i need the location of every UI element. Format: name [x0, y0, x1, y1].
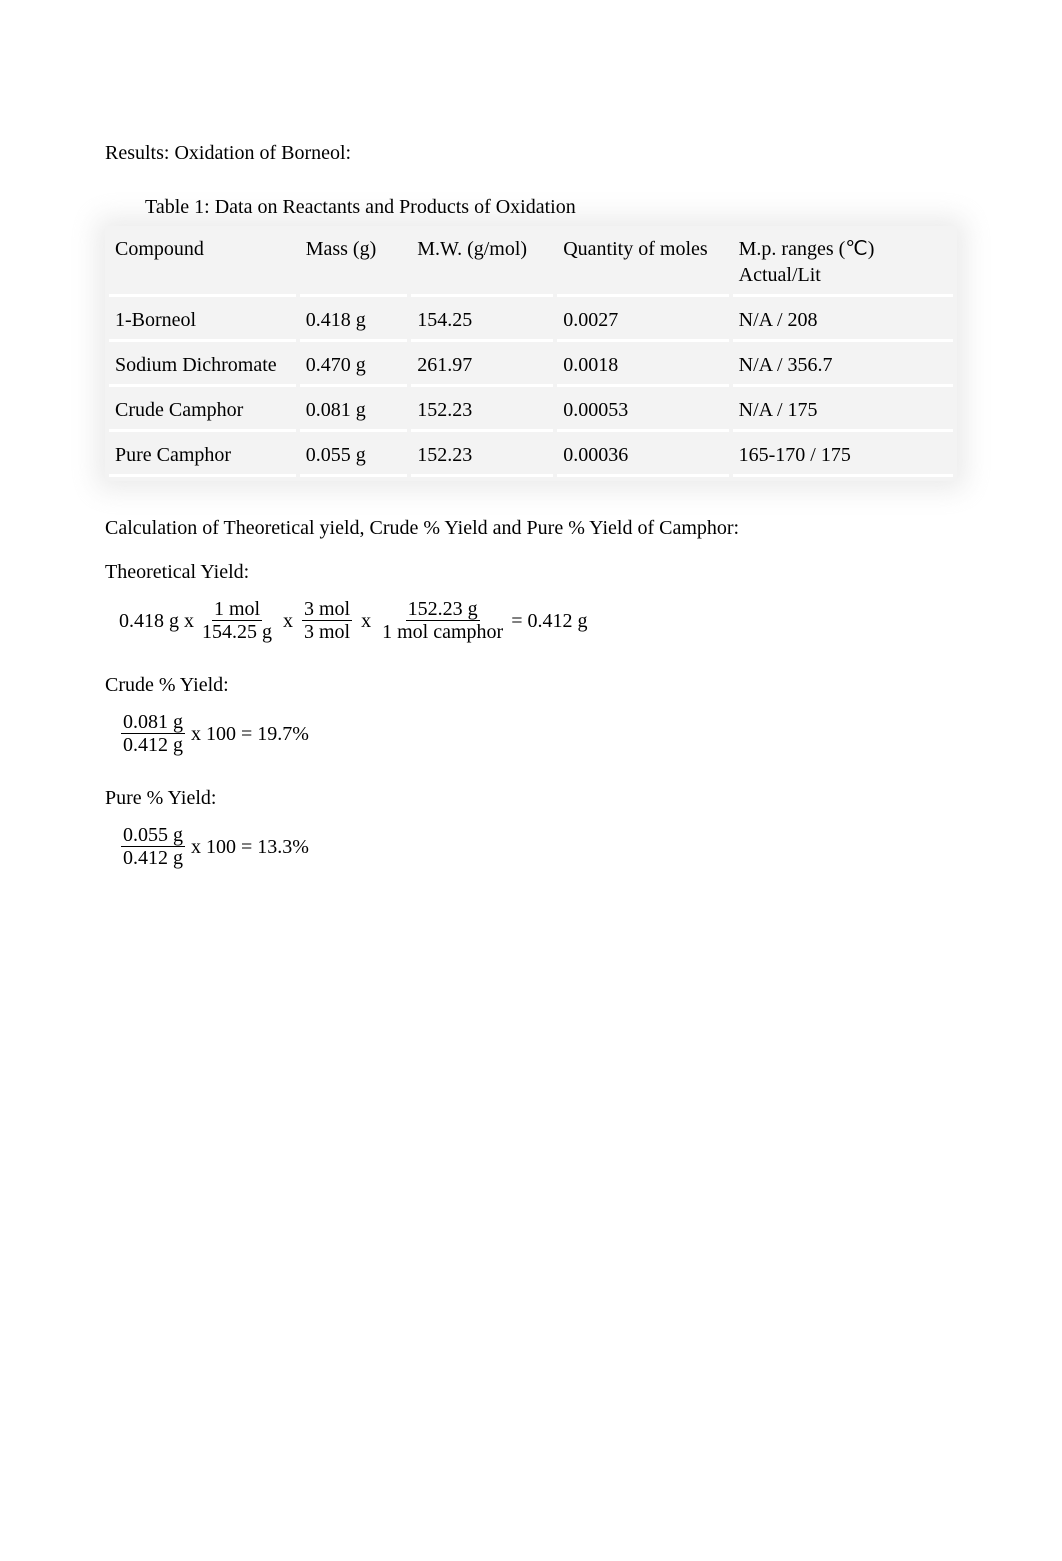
table-row: Pure Camphor 0.055 g 152.23 0.00036 165-…: [109, 436, 953, 477]
eq-tail: x 100 = 13.3%: [191, 834, 309, 860]
crude-yield-label: Crude % Yield:: [105, 672, 957, 698]
cell-qty: 0.00053: [557, 391, 728, 432]
eq-mult: x: [361, 608, 371, 634]
cell-mw: 154.25: [411, 301, 553, 342]
eq-tail: x 100 = 19.7%: [191, 721, 309, 747]
pure-yield-equation: 0.055 g 0.412 g x 100 = 13.3%: [119, 825, 957, 868]
eq-numerator: 0.055 g: [121, 825, 185, 847]
cell-qty: 0.00036: [557, 436, 728, 477]
table-header-row: Compound Mass (g) M.W. (g/mol) Quantity …: [109, 230, 953, 297]
eq-numerator: 0.081 g: [121, 712, 185, 734]
cell-mw: 261.97: [411, 346, 553, 387]
pure-yield-label: Pure % Yield:: [105, 785, 957, 811]
results-heading: Results: Oxidation of Borneol:: [105, 140, 957, 166]
eq-mult: x: [283, 608, 293, 634]
cell-mass: 0.418 g: [300, 301, 408, 342]
table-row: Crude Camphor 0.081 g 152.23 0.00053 N/A…: [109, 391, 953, 432]
table-caption: Table 1: Data on Reactants and Products …: [145, 194, 957, 220]
eq-denominator: 154.25 g: [200, 621, 274, 642]
cell-compound: Sodium Dichromate: [109, 346, 296, 387]
cell-mass: 0.081 g: [300, 391, 408, 432]
eq-numerator: 3 mol: [302, 599, 352, 621]
eq-lead: 0.418 g x: [119, 608, 194, 634]
cell-mass: 0.470 g: [300, 346, 408, 387]
cell-mp: N/A / 356.7: [733, 346, 953, 387]
eq-denominator: 0.412 g: [121, 847, 185, 868]
col-header-quantity: Quantity of moles: [557, 230, 728, 297]
eq-fraction: 0.081 g 0.412 g: [121, 712, 185, 755]
theoretical-yield-equation: 0.418 g x 1 mol 154.25 g x 3 mol 3 mol x…: [119, 599, 957, 642]
eq-numerator: 152.23 g: [406, 599, 480, 621]
eq-denominator: 3 mol: [302, 621, 352, 642]
col-header-mw: M.W. (g/mol): [411, 230, 553, 297]
eq-tail: = 0.412 g: [511, 608, 587, 634]
table-row: Sodium Dichromate 0.470 g 261.97 0.0018 …: [109, 346, 953, 387]
theoretical-yield-label: Theoretical Yield:: [105, 559, 957, 585]
cell-qty: 0.0027: [557, 301, 728, 342]
col-header-mp: M.p. ranges (℃) Actual/Lit: [733, 230, 953, 297]
cell-qty: 0.0018: [557, 346, 728, 387]
col-header-mass: Mass (g): [300, 230, 408, 297]
eq-fraction: 3 mol 3 mol: [302, 599, 352, 642]
cell-mp: 165-170 / 175: [733, 436, 953, 477]
calculation-heading: Calculation of Theoretical yield, Crude …: [105, 515, 957, 541]
col-header-compound: Compound: [109, 230, 296, 297]
cell-mass: 0.055 g: [300, 436, 408, 477]
table-row: 1-Borneol 0.418 g 154.25 0.0027 N/A / 20…: [109, 301, 953, 342]
table-container: Compound Mass (g) M.W. (g/mol) Quantity …: [105, 226, 957, 481]
eq-numerator: 1 mol: [212, 599, 262, 621]
cell-compound: 1-Borneol: [109, 301, 296, 342]
eq-denominator: 0.412 g: [121, 734, 185, 755]
cell-mp: N/A / 208: [733, 301, 953, 342]
eq-fraction: 1 mol 154.25 g: [200, 599, 274, 642]
eq-denominator: 1 mol camphor: [380, 621, 505, 642]
oxidation-data-table: Compound Mass (g) M.W. (g/mol) Quantity …: [105, 226, 957, 481]
eq-fraction: 0.055 g 0.412 g: [121, 825, 185, 868]
cell-mw: 152.23: [411, 436, 553, 477]
document-page: Results: Oxidation of Borneol: Table 1: …: [0, 0, 1062, 1561]
eq-fraction: 152.23 g 1 mol camphor: [380, 599, 505, 642]
cell-mp: N/A / 175: [733, 391, 953, 432]
cell-mw: 152.23: [411, 391, 553, 432]
cell-compound: Pure Camphor: [109, 436, 296, 477]
cell-compound: Crude Camphor: [109, 391, 296, 432]
crude-yield-equation: 0.081 g 0.412 g x 100 = 19.7%: [119, 712, 957, 755]
